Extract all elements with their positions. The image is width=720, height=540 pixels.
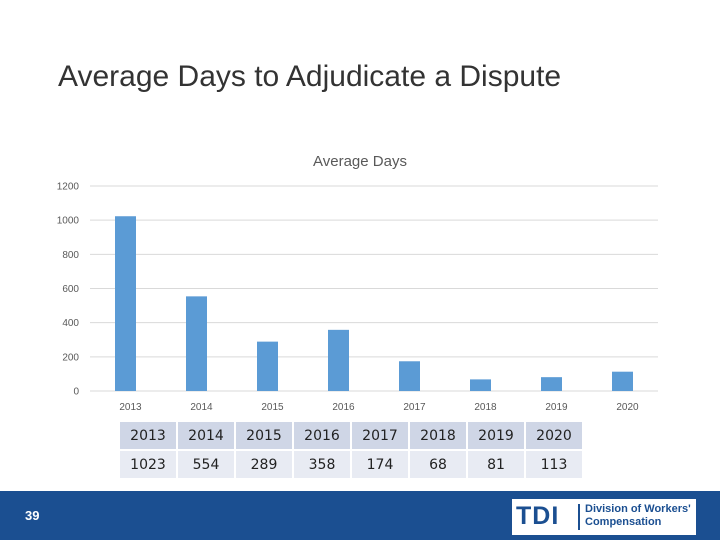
y-tick-label: 0 <box>73 387 79 398</box>
table-value-cell: 81 <box>468 451 524 478</box>
table-value-cell: 174 <box>352 451 408 478</box>
x-tick-label: 2019 <box>545 402 568 413</box>
x-tick-label: 2020 <box>616 402 639 413</box>
table-year-cell: 2020 <box>526 422 582 449</box>
table-value-cell: 68 <box>410 451 466 478</box>
table-year-cell: 2014 <box>178 422 234 449</box>
x-tick-label: 2017 <box>403 402 426 413</box>
bars <box>115 216 633 391</box>
data-table: 2013 2014 2015 2016 2017 2018 2019 2020 … <box>118 420 584 480</box>
y-axis-ticks: 0 200 400 600 800 1000 1200 <box>57 182 80 398</box>
table-value-cell: 1023 <box>120 451 176 478</box>
gridlines <box>90 185 658 392</box>
table-value-cell: 113 <box>526 451 582 478</box>
bar-2020 <box>612 371 633 391</box>
table-year-cell: 2016 <box>294 422 350 449</box>
logo-division-line1: Division of Workers' <box>585 503 691 515</box>
x-tick-label: 2014 <box>190 402 213 413</box>
chart-title: Average Days <box>313 153 407 170</box>
bar-2013 <box>115 216 136 391</box>
bar-2014 <box>186 296 207 391</box>
table-year-cell: 2019 <box>468 422 524 449</box>
table-row-years: 2013 2014 2015 2016 2017 2018 2019 2020 <box>120 422 582 449</box>
x-axis-ticks: 2013 2014 2015 2016 2017 2018 2019 2020 <box>119 402 639 413</box>
logo-divider <box>578 504 580 530</box>
x-tick-label: 2018 <box>474 402 497 413</box>
table-year-cell: 2017 <box>352 422 408 449</box>
table-row-values: 1023 554 289 358 174 68 81 113 <box>120 451 582 478</box>
x-tick-label: 2013 <box>119 402 142 413</box>
table-year-cell: 2018 <box>410 422 466 449</box>
bar-2018 <box>470 379 491 391</box>
bar-2019 <box>541 377 562 391</box>
bar-2017 <box>399 361 420 391</box>
table-year-cell: 2013 <box>120 422 176 449</box>
y-tick-label: 400 <box>62 318 79 329</box>
logo-text: TDI <box>516 502 560 530</box>
y-tick-label: 1000 <box>57 216 80 227</box>
logo-division-line2: Compensation <box>585 516 662 528</box>
table-value-cell: 289 <box>236 451 292 478</box>
y-tick-label: 200 <box>62 352 79 363</box>
table-value-cell: 554 <box>178 451 234 478</box>
footer-bar: 39 TDI Division of Workers' Compensation <box>0 491 720 540</box>
page-number: 39 <box>25 508 40 523</box>
y-tick-label: 600 <box>62 284 79 295</box>
tdi-logo: TDI Division of Workers' Compensation <box>512 499 696 535</box>
slide-title: Average Days to Adjudicate a Dispute <box>58 60 562 93</box>
table-year-cell: 2015 <box>236 422 292 449</box>
bar-2016 <box>328 329 349 391</box>
y-tick-label: 1200 <box>57 182 80 193</box>
y-tick-label: 800 <box>62 250 79 261</box>
bar-2015 <box>257 341 278 391</box>
x-tick-label: 2015 <box>261 402 284 413</box>
table-value-cell: 358 <box>294 451 350 478</box>
logo-division-name: Division of Workers' Compensation <box>585 503 691 529</box>
x-tick-label: 2016 <box>332 402 355 413</box>
